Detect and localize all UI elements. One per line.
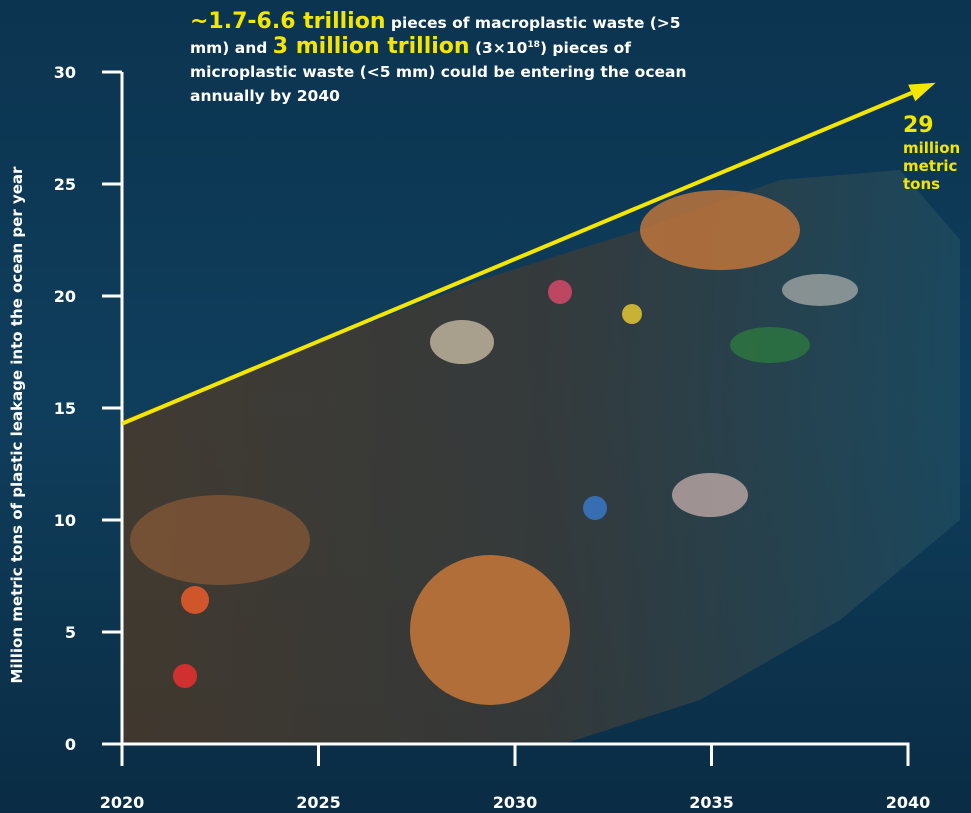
series-layer [121,82,936,426]
axes [120,72,910,746]
y-tick-label: 30 [54,63,76,82]
annotation-micro-text-a: (3×10 [469,39,528,57]
y-tick-label: 25 [54,175,76,194]
y-tick-label: 20 [54,287,76,306]
x-tick-label: 2025 [296,793,341,812]
annotation-top: ~1.7-6.6 trillion pieces of macroplastic… [190,10,710,108]
annotation-micro-count: 3 million trillion [272,34,470,59]
annotation-macro-count: ~1.7-6.6 trillion [190,9,386,34]
x-tick-label: 2020 [100,793,145,812]
y-tick-label: 0 [65,735,76,754]
end-unit-line: tons [903,175,941,193]
trend-line [121,91,913,426]
annotation-exponent: 18 [527,39,540,50]
end-unit-line: metric [903,157,958,175]
end-value: 29 [903,113,934,138]
annotation-macro-text: pieces of macroplastic waste (>5 mm) and [190,14,681,57]
x-axis-ticks: 2020 2025 2030 2035 2040 [100,744,931,812]
annotation-micro-text-b: ) pieces of microplastic waste (<5 mm) c… [190,39,687,105]
y-axis-title: Million metric tons of plastic leakage i… [8,166,26,683]
trend-arrowhead [908,82,936,102]
y-tick-label: 10 [54,511,76,530]
end-unit-line: million [903,139,961,157]
x-tick-label: 2040 [886,793,931,812]
x-tick-label: 2035 [689,793,734,812]
y-axis-ticks: 0 5 10 15 20 25 30 [54,63,122,754]
x-tick-label: 2030 [493,793,538,812]
end-value-label: 29 million metric tons [903,113,971,193]
y-tick-label: 15 [54,399,76,418]
y-tick-label: 5 [65,623,76,642]
